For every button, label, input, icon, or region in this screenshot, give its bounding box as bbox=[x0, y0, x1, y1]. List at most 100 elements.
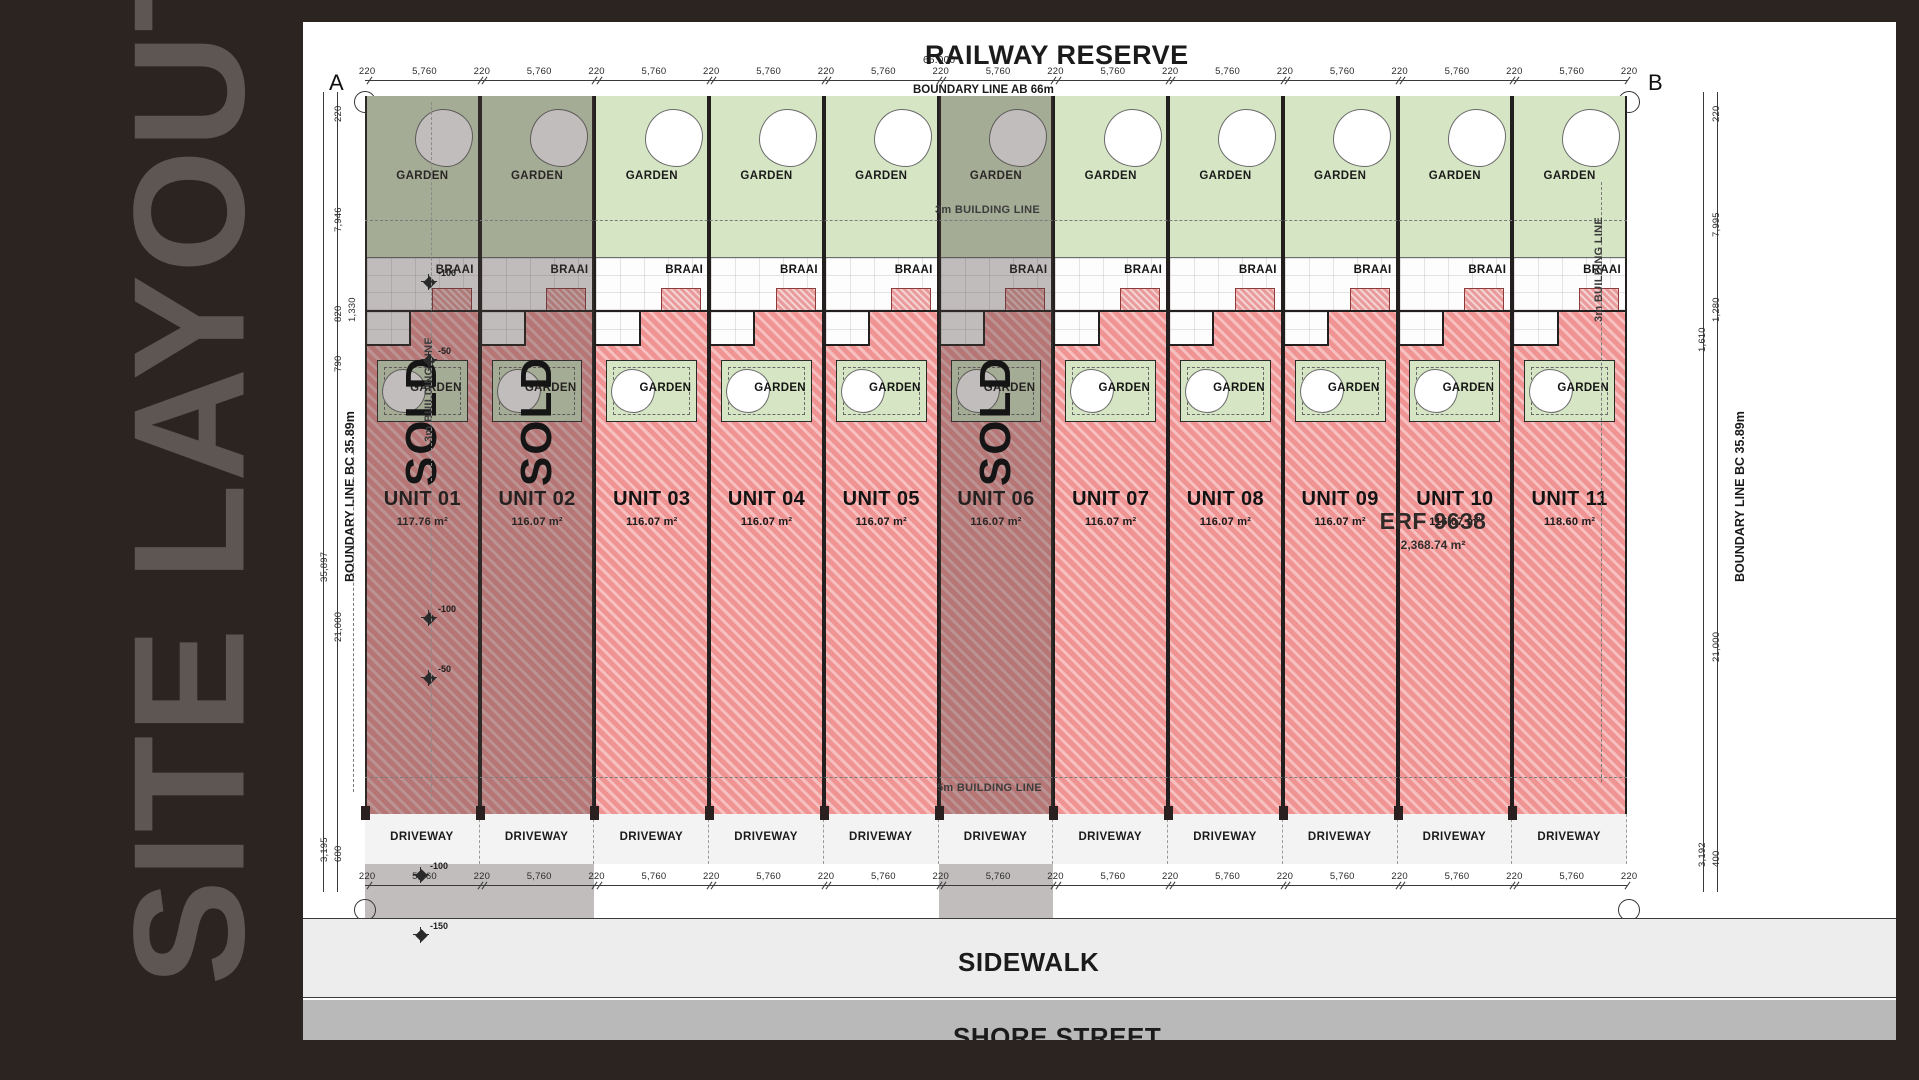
dimension-text: 220 bbox=[358, 871, 376, 882]
driveway-label: DRIVEWAY bbox=[963, 831, 1028, 843]
level-marker: -50 bbox=[421, 346, 451, 368]
gate-post bbox=[475, 806, 485, 820]
unit-11[interactable]: GARDEN BRAAI GARDEN UNIT 11 118.60 m² bbox=[1512, 96, 1627, 814]
driveway-cell[interactable]: DRIVEWAY bbox=[1512, 814, 1627, 864]
gate-post bbox=[1049, 806, 1059, 820]
dimension-text: 220 bbox=[1711, 105, 1722, 122]
gate-post bbox=[1278, 806, 1288, 820]
driveway-cell[interactable]: DRIVEWAY bbox=[824, 814, 939, 864]
house-notch bbox=[596, 312, 641, 346]
driveway-cell[interactable]: DRIVEWAY bbox=[939, 814, 1054, 864]
rear-garden-label: GARDEN bbox=[1314, 170, 1367, 182]
driveway-cell[interactable]: DRIVEWAY bbox=[1053, 814, 1169, 864]
front-garden: GARDEN bbox=[835, 360, 927, 422]
front-garden-label: GARDEN bbox=[754, 382, 806, 394]
dimension-tick bbox=[1624, 76, 1631, 85]
house-notch bbox=[1170, 312, 1215, 346]
unit-08[interactable]: GARDEN BRAAI GARDEN UNIT 08 116.07 m² bbox=[1168, 96, 1283, 814]
house-notch bbox=[1284, 312, 1330, 346]
gate-post bbox=[1393, 806, 1403, 820]
level-marker: -50 bbox=[421, 664, 451, 686]
tree-icon bbox=[496, 369, 541, 413]
front-garden-label: GARDEN bbox=[410, 382, 462, 394]
tree-icon bbox=[1185, 369, 1230, 413]
dimension-text: 220 bbox=[1620, 871, 1638, 882]
driveway-cell[interactable]: DRIVEWAY bbox=[594, 814, 710, 864]
boundary-line-ab-label: BOUNDARY LINE AB 66m bbox=[913, 84, 1054, 96]
unit-01[interactable]: GARDEN BRAAI GARDEN UNIT 01 117.76 m² bbox=[365, 96, 480, 814]
rear-building-line bbox=[365, 220, 1627, 221]
unit-05[interactable]: GARDEN BRAAI GARDEN UNIT 05 116.07 m² bbox=[823, 96, 939, 814]
dimension-text: 220 bbox=[703, 66, 720, 77]
unit-02[interactable]: GARDEN BRAAI GARDEN UNIT 02 116.07 m² bbox=[479, 96, 595, 814]
unit-area-label: 116.07 m² bbox=[1314, 516, 1366, 528]
dimension-text: 5,760 bbox=[1444, 871, 1470, 882]
unit-10[interactable]: GARDEN BRAAI GARDEN UNIT 10 116.07 m² bbox=[1397, 96, 1513, 814]
house-notch bbox=[711, 312, 756, 346]
front-garden: GARDEN bbox=[1294, 360, 1386, 422]
driveway-cell[interactable]: DRIVEWAY bbox=[709, 814, 824, 864]
driveway-label: DRIVEWAY bbox=[504, 831, 569, 843]
unit-07[interactable]: GARDEN BRAAI GARDEN UNIT 07 116.07 m² bbox=[1053, 96, 1169, 814]
dimension-tick bbox=[1624, 881, 1631, 890]
unit-area-label: 116.07 m² bbox=[740, 516, 793, 528]
dimension-text: 5,760 bbox=[985, 66, 1011, 77]
unit-09[interactable]: GARDEN BRAAI GARDEN UNIT 09 116.07 m² bbox=[1282, 96, 1398, 814]
braai-label: BRAAI bbox=[894, 264, 933, 276]
driveway-cell[interactable]: DRIVEWAY bbox=[1283, 814, 1398, 864]
tree-icon bbox=[644, 109, 703, 167]
tree-icon bbox=[759, 109, 818, 167]
tree-icon bbox=[1414, 369, 1459, 413]
dimension-line bbox=[365, 885, 1627, 886]
dimension-text: 7,995 bbox=[1711, 212, 1722, 237]
tree-icon bbox=[726, 369, 771, 413]
tree-icon bbox=[1562, 109, 1621, 167]
dimension-text: 220 bbox=[333, 105, 344, 122]
driveway-band: DRIVEWAY DRIVEWAY DRIVEWAY DRIVEWAY DRIVEWAY… bbox=[361, 806, 1627, 864]
driveway-cell[interactable]: DRIVEWAY bbox=[1168, 814, 1283, 864]
front-building-line bbox=[365, 777, 1627, 778]
driveway-label: DRIVEWAY bbox=[849, 831, 913, 843]
house-notch bbox=[1514, 312, 1559, 346]
dimension-text: 5,760 bbox=[641, 871, 667, 882]
unit-name-label: UNIT 11 bbox=[1531, 488, 1608, 510]
front-garden: GARDEN bbox=[1409, 360, 1501, 422]
rear-garden-label: GARDEN bbox=[625, 170, 678, 182]
rear-garden-label: GARDEN bbox=[969, 170, 1023, 182]
rear-garden: GARDEN bbox=[1170, 96, 1281, 258]
unit-area-label: 116.07 m² bbox=[855, 516, 907, 528]
dimension-text: 220 bbox=[1161, 871, 1179, 882]
braai-label: BRAAI bbox=[550, 264, 589, 276]
unit-03[interactable]: GARDEN BRAAI GARDEN UNIT 03 116.07 m² bbox=[594, 96, 710, 814]
sidewalk-label: SIDEWALK bbox=[958, 947, 1100, 977]
tree-icon bbox=[381, 369, 426, 413]
unit-06[interactable]: GARDEN BRAAI GARDEN UNIT 06 116.07 m² bbox=[938, 96, 1054, 814]
dimension-text: 5,760 bbox=[1215, 66, 1240, 77]
unit-04[interactable]: GARDEN BRAAI GARDEN UNIT 04 116.07 m² bbox=[709, 96, 824, 814]
driveway-cell[interactable]: DRIVEWAY bbox=[365, 814, 480, 864]
unit-name-label: UNIT 02 bbox=[498, 488, 576, 510]
braai-strip: BRAAI bbox=[481, 258, 593, 318]
dimension-text: 220 bbox=[703, 871, 720, 882]
dimension-line bbox=[323, 92, 324, 892]
rear-garden: GARDEN bbox=[1514, 96, 1625, 258]
driveway-cell[interactable]: DRIVEWAY bbox=[480, 814, 595, 864]
dimension-text: 5,760 bbox=[756, 66, 782, 77]
front-garden-label: GARDEN bbox=[1327, 382, 1380, 394]
rear-garden-label: GARDEN bbox=[740, 170, 793, 182]
tree-icon bbox=[1332, 109, 1391, 167]
unit-name-label: UNIT 08 bbox=[1186, 488, 1265, 510]
rear-garden: GARDEN bbox=[940, 96, 1052, 258]
dimension-text: 5,760 bbox=[1559, 66, 1585, 77]
rear-garden: GARDEN bbox=[1284, 96, 1396, 258]
dimension-text: 220 bbox=[1506, 66, 1523, 77]
braai-label: BRAAI bbox=[665, 264, 704, 276]
dimension-text: 5,760 bbox=[870, 871, 896, 882]
rear-garden: GARDEN bbox=[711, 96, 822, 258]
driveway-cell[interactable]: DRIVEWAY bbox=[1398, 814, 1513, 864]
sold-stamp: SOLD bbox=[512, 355, 562, 487]
braai-label: BRAAI bbox=[1468, 264, 1507, 276]
dimension-text: 1,280 bbox=[1711, 297, 1722, 322]
tree-icon bbox=[611, 369, 656, 413]
